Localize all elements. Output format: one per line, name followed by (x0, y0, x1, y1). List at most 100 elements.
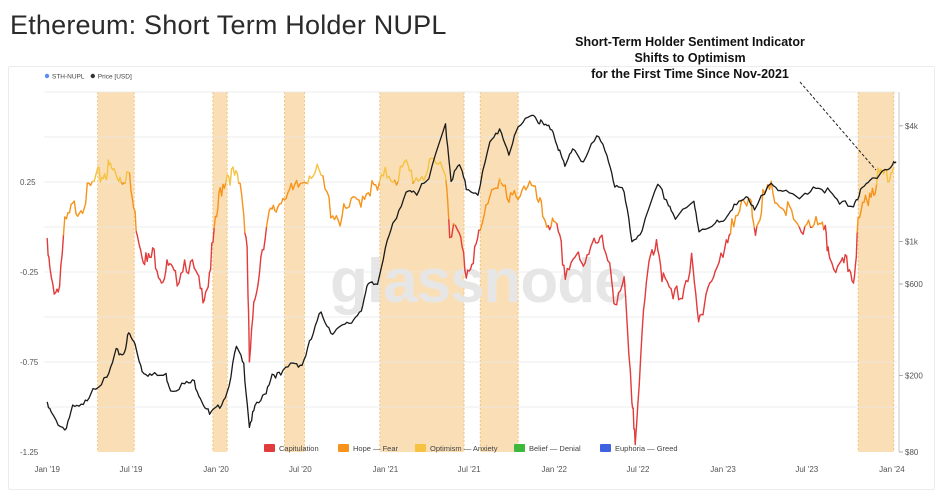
nupl-segment (729, 218, 733, 235)
nupl-segment (612, 289, 615, 304)
nupl-segment (472, 245, 476, 265)
nupl-segment (888, 172, 892, 183)
x-tick-label: Jul '19 (120, 465, 143, 474)
nupl-segment (124, 171, 128, 185)
nupl-segment (875, 167, 879, 186)
nupl-segment (280, 197, 284, 205)
nupl-segment (312, 171, 316, 177)
nupl-segment (388, 175, 392, 182)
nupl-segment (99, 176, 103, 183)
price-line (46, 114, 897, 431)
nupl-segment (577, 251, 581, 261)
nupl-segment (652, 249, 656, 256)
nupl-segment (853, 264, 857, 278)
nupl-segment (697, 314, 701, 323)
nupl-segment (89, 180, 94, 187)
nupl-segment (156, 270, 160, 279)
top-legend-label: Price [USD] (98, 74, 132, 81)
nupl-segment (605, 252, 609, 262)
nupl-segment (825, 232, 828, 252)
top-legend-marker (90, 73, 96, 79)
nupl-segment (611, 281, 614, 292)
nupl-segment (891, 166, 895, 173)
nupl-segment (203, 291, 207, 301)
nupl-segment (58, 264, 62, 287)
nupl-segment (631, 401, 634, 409)
nupl-segment (46, 237, 49, 256)
nupl-segment (326, 190, 330, 198)
zone-legend-label: Euphoria — Greed (615, 444, 678, 453)
zone-legend-swatch (264, 444, 275, 452)
nupl-segment (260, 249, 263, 258)
nupl-segment (645, 270, 649, 284)
nupl-segment (683, 279, 687, 288)
nupl-segment (446, 188, 449, 204)
page-title: Ethereum: Short Term Holder NUPL (10, 10, 447, 40)
nupl-segment (525, 185, 529, 191)
nupl-segment (263, 238, 266, 251)
nupl-segment (130, 190, 134, 200)
nupl-segment (73, 200, 77, 215)
nupl-segment (854, 256, 857, 267)
nupl-segment (529, 180, 533, 187)
nupl-segment (610, 271, 613, 283)
nupl-segment (307, 175, 311, 185)
zone-legend-label: Optimism — Anxiety (430, 444, 498, 453)
nupl-segment (754, 225, 758, 236)
nupl-segment (448, 219, 451, 239)
nupl-segment (628, 352, 632, 373)
nupl-segment (843, 254, 846, 264)
nupl-segment (519, 189, 523, 198)
nupl-segment (785, 201, 789, 217)
nupl-segment (236, 172, 240, 184)
annotation-line-2: Shifts to Optimism (634, 51, 746, 65)
nupl-segment (807, 219, 812, 229)
nupl-segment (752, 221, 756, 230)
nupl-segment (83, 202, 87, 210)
nupl-segment (178, 272, 182, 284)
nupl-segment (629, 371, 633, 404)
nupl-segment (638, 356, 642, 385)
nupl-segment (703, 293, 707, 306)
y-right-tick-label: $200 (905, 372, 923, 381)
legends: STH-NUPL Price [USD] Capitulation Hope — Fe… (44, 73, 678, 453)
nupl-segment (460, 236, 463, 249)
nupl-segment (348, 197, 352, 208)
nupl-segment (65, 212, 69, 220)
zone-legend-swatch (600, 444, 611, 452)
nupl-segment (447, 201, 450, 221)
nupl-segment (676, 285, 680, 301)
nupl-segment (163, 271, 167, 280)
nupl-segment (693, 281, 697, 295)
nupl-segment (662, 272, 666, 280)
nupl-segment (710, 276, 715, 283)
top-legend-marker (44, 73, 50, 79)
nupl-segment (556, 223, 560, 233)
nupl-segment (62, 216, 66, 236)
nupl-segment (119, 176, 123, 184)
zone-legend-label: Belief — Denial (529, 444, 581, 453)
x-tick-label: Jul '23 (795, 465, 818, 474)
nupl-segment (423, 174, 427, 182)
nupl-segment (534, 185, 538, 200)
nupl-segment (134, 210, 137, 233)
nupl-segment (220, 183, 224, 197)
nupl-segment (445, 180, 448, 191)
nupl-segment (68, 203, 72, 214)
y-right-tick-label: $600 (905, 280, 923, 289)
nupl-segment (624, 295, 628, 326)
nupl-segment (727, 234, 730, 244)
nupl-segment (647, 260, 650, 273)
x-tick-label: Jul '21 (458, 465, 481, 474)
nupl-segment (864, 194, 868, 202)
nupl-segment (641, 309, 645, 333)
annotation-line-3: for the First Time Since Nov-2021 (591, 67, 789, 81)
nupl-segment (750, 200, 754, 219)
nupl-segment (229, 168, 233, 186)
nupl-segment (444, 173, 447, 182)
nupl-segment (827, 246, 830, 256)
nupl-segment (295, 179, 300, 188)
nupl-segment (852, 276, 856, 284)
nupl-segment (831, 262, 835, 271)
